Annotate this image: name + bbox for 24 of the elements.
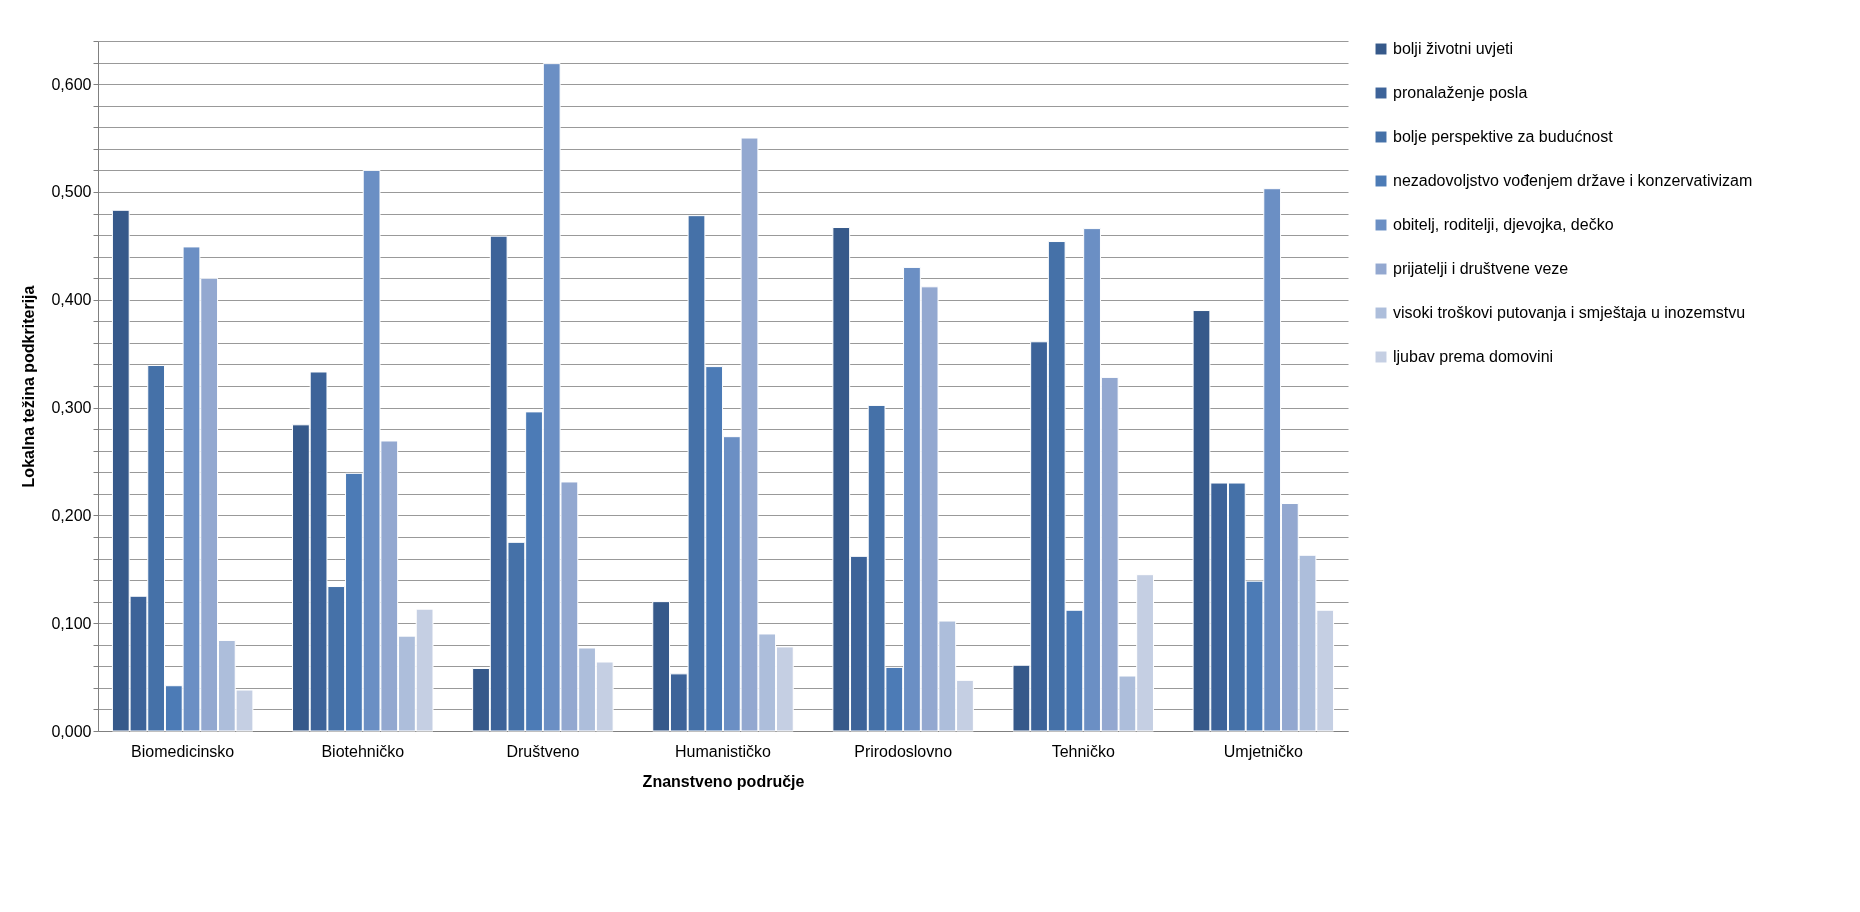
legend-label: bolji životni uvjeti bbox=[1393, 40, 1514, 57]
x-tick-label: Tehničko bbox=[1051, 742, 1115, 760]
y-tick-label: 0,200 bbox=[51, 506, 92, 524]
y-tick-label: 0,400 bbox=[51, 291, 92, 309]
x-axis-title: Znanstveno područje bbox=[642, 772, 805, 790]
x-tick-label: Društveno bbox=[506, 742, 580, 760]
x-tick-label: Umjetničko bbox=[1223, 742, 1304, 760]
y-tick-label: 0,300 bbox=[51, 399, 92, 417]
legend-label: bolje perspektive za budućnost bbox=[1393, 128, 1614, 145]
y-tick-label: 0,100 bbox=[51, 614, 92, 632]
y-tick-label: 0,500 bbox=[51, 183, 92, 201]
legend-label: nezadovoljstvo vođenjem države i konzervativizam bbox=[1393, 172, 1753, 189]
y-tick-label: 0,000 bbox=[51, 722, 92, 740]
x-tick-label: Biomedicinsko bbox=[131, 742, 235, 760]
legend-label: pronalaženje posla bbox=[1393, 84, 1528, 101]
legend-label: obitelj, roditelji, djevojka, dečko bbox=[1393, 216, 1614, 233]
y-axis-title: Lokalna težina podkriterija bbox=[20, 285, 38, 488]
y-tick-label: 0,600 bbox=[51, 75, 92, 93]
x-tick-label: Prirodoslovno bbox=[854, 742, 953, 760]
x-tick-label: Humanističko bbox=[674, 742, 772, 760]
legend-label: ljubav prema domovini bbox=[1393, 348, 1554, 365]
legend-label: prijatelji i društvene veze bbox=[1393, 260, 1569, 277]
legend-label: visoki troškovi putovanja i smještaja u inozemstvu bbox=[1393, 304, 1746, 321]
x-tick-label: Biotehničko bbox=[321, 742, 405, 760]
